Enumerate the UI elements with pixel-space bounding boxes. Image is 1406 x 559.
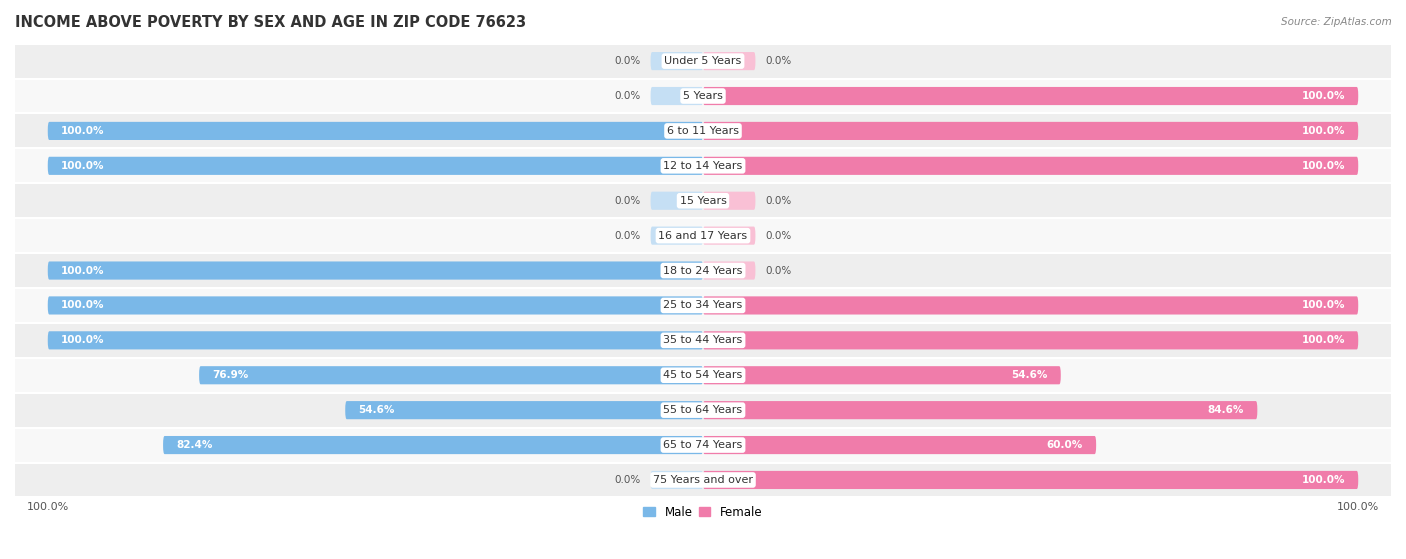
FancyBboxPatch shape xyxy=(703,296,1358,315)
Text: 0.0%: 0.0% xyxy=(765,196,792,206)
FancyBboxPatch shape xyxy=(48,296,703,315)
FancyBboxPatch shape xyxy=(651,52,703,70)
Text: 100.0%: 100.0% xyxy=(60,300,104,310)
Text: 5 Years: 5 Years xyxy=(683,91,723,101)
FancyBboxPatch shape xyxy=(48,122,703,140)
Text: 0.0%: 0.0% xyxy=(614,56,641,66)
Bar xyxy=(15,462,1391,498)
Text: 54.6%: 54.6% xyxy=(1011,370,1047,380)
Text: 0.0%: 0.0% xyxy=(614,196,641,206)
Text: 55 to 64 Years: 55 to 64 Years xyxy=(664,405,742,415)
Text: 82.4%: 82.4% xyxy=(176,440,212,450)
FancyBboxPatch shape xyxy=(703,471,1358,489)
FancyBboxPatch shape xyxy=(651,471,703,489)
FancyBboxPatch shape xyxy=(200,366,703,385)
FancyBboxPatch shape xyxy=(651,192,703,210)
Bar xyxy=(15,148,1391,183)
FancyBboxPatch shape xyxy=(651,226,703,245)
Text: 45 to 54 Years: 45 to 54 Years xyxy=(664,370,742,380)
FancyBboxPatch shape xyxy=(703,52,755,70)
FancyBboxPatch shape xyxy=(703,262,755,280)
FancyBboxPatch shape xyxy=(651,87,703,105)
FancyBboxPatch shape xyxy=(48,262,703,280)
Text: INCOME ABOVE POVERTY BY SEX AND AGE IN ZIP CODE 76623: INCOME ABOVE POVERTY BY SEX AND AGE IN Z… xyxy=(15,15,526,30)
Text: 60.0%: 60.0% xyxy=(1047,440,1083,450)
Text: 35 to 44 Years: 35 to 44 Years xyxy=(664,335,742,345)
Text: 65 to 74 Years: 65 to 74 Years xyxy=(664,440,742,450)
Text: 100.0%: 100.0% xyxy=(60,126,104,136)
Text: 76.9%: 76.9% xyxy=(212,370,249,380)
Text: 12 to 14 Years: 12 to 14 Years xyxy=(664,161,742,171)
FancyBboxPatch shape xyxy=(163,436,703,454)
Text: 100.0%: 100.0% xyxy=(1302,91,1346,101)
Text: 100.0%: 100.0% xyxy=(1302,126,1346,136)
Bar xyxy=(15,428,1391,462)
Bar xyxy=(15,253,1391,288)
Bar xyxy=(15,183,1391,218)
Text: 0.0%: 0.0% xyxy=(765,231,792,240)
Text: 0.0%: 0.0% xyxy=(614,231,641,240)
FancyBboxPatch shape xyxy=(703,401,1257,419)
FancyBboxPatch shape xyxy=(703,192,755,210)
Text: 18 to 24 Years: 18 to 24 Years xyxy=(664,266,742,276)
Text: 15 Years: 15 Years xyxy=(679,196,727,206)
Text: 0.0%: 0.0% xyxy=(614,91,641,101)
Text: 100.0%: 100.0% xyxy=(1302,300,1346,310)
FancyBboxPatch shape xyxy=(48,331,703,349)
FancyBboxPatch shape xyxy=(703,122,1358,140)
Text: 16 and 17 Years: 16 and 17 Years xyxy=(658,231,748,240)
Bar xyxy=(15,44,1391,79)
Text: 25 to 34 Years: 25 to 34 Years xyxy=(664,300,742,310)
FancyBboxPatch shape xyxy=(703,436,1097,454)
Text: 84.6%: 84.6% xyxy=(1208,405,1244,415)
Text: 100.0%: 100.0% xyxy=(1302,161,1346,171)
Text: 100.0%: 100.0% xyxy=(1302,335,1346,345)
FancyBboxPatch shape xyxy=(703,87,1358,105)
Text: 100.0%: 100.0% xyxy=(60,335,104,345)
FancyBboxPatch shape xyxy=(703,366,1060,385)
Text: 0.0%: 0.0% xyxy=(765,56,792,66)
Bar xyxy=(15,393,1391,428)
Bar xyxy=(15,113,1391,148)
Text: 75 Years and over: 75 Years and over xyxy=(652,475,754,485)
Bar xyxy=(15,358,1391,393)
Text: Under 5 Years: Under 5 Years xyxy=(665,56,741,66)
Text: 0.0%: 0.0% xyxy=(765,266,792,276)
Text: 0.0%: 0.0% xyxy=(614,475,641,485)
Bar xyxy=(15,218,1391,253)
Bar xyxy=(15,79,1391,113)
FancyBboxPatch shape xyxy=(703,331,1358,349)
Bar xyxy=(15,288,1391,323)
FancyBboxPatch shape xyxy=(703,157,1358,175)
FancyBboxPatch shape xyxy=(703,226,755,245)
Text: 100.0%: 100.0% xyxy=(1302,475,1346,485)
Legend: Male, Female: Male, Female xyxy=(638,501,768,523)
Text: 54.6%: 54.6% xyxy=(359,405,395,415)
FancyBboxPatch shape xyxy=(346,401,703,419)
Text: 100.0%: 100.0% xyxy=(60,161,104,171)
FancyBboxPatch shape xyxy=(48,157,703,175)
Text: 100.0%: 100.0% xyxy=(60,266,104,276)
Bar xyxy=(15,323,1391,358)
Text: 6 to 11 Years: 6 to 11 Years xyxy=(666,126,740,136)
Text: Source: ZipAtlas.com: Source: ZipAtlas.com xyxy=(1281,17,1392,27)
